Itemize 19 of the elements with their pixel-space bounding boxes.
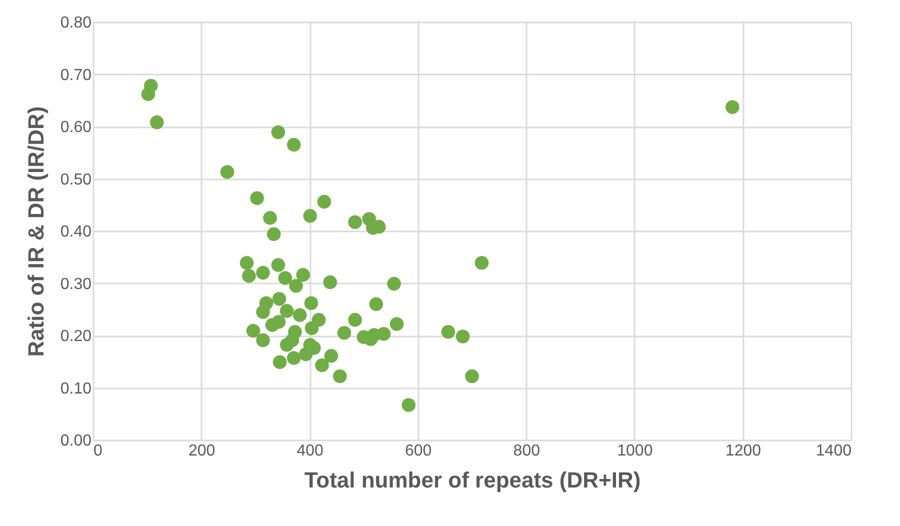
x-tick-label: 1200 [725,442,762,460]
y-axis-title: Ratio of IR & DR (IR/DR) [23,106,48,357]
x-tick-label: 0 [94,442,102,460]
y-tick-label: 0.50 [60,171,92,188]
x-tick-label: 1400 [816,442,852,460]
y-tick-label: 0.10 [60,380,92,398]
x-axis-title: Total number of repeats (DR+IR) [304,468,641,492]
x-tick-label: 200 [188,442,216,460]
y-tick-label: 0.70 [60,66,92,84]
x-tick-label: 600 [405,442,432,460]
y-tick-label: 0.00 [60,432,92,450]
x-tick-label: 1000 [617,442,653,460]
y-tick-label: 0.30 [60,276,92,293]
y-tick-label: 0.20 [60,328,92,345]
x-tick-label: 400 [296,442,324,460]
y-tick-label: 0.80 [60,14,92,32]
x-tick-label: 800 [513,442,540,460]
y-tick-label: 0.40 [60,224,92,240]
y-tick-label: 0.60 [60,119,92,136]
